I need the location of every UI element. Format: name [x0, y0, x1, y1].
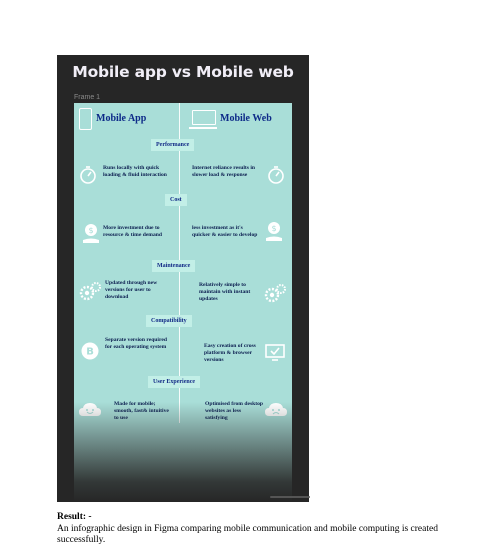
performance-web-text: Internet reliance results in slower load…: [192, 165, 256, 178]
section-tag-user-experience: User Experience: [148, 376, 201, 388]
gears-icon: [79, 282, 101, 301]
compatibility-web-text: Easy creation of cross platform & browse…: [204, 343, 256, 363]
frame-label[interactable]: Frame 1: [74, 94, 101, 101]
money-hand-icon: $: [83, 224, 99, 243]
maintenance-web-text: Relatively simple to maintain with insta…: [199, 282, 251, 302]
result-caption: An infographic design in Figma comparing…: [57, 524, 438, 545]
svg-text:$: $: [271, 224, 276, 233]
section-tag-performance: Performance: [151, 139, 195, 151]
figma-screenshot: Mobile app vs Mobile web Frame 1 Mobile …: [57, 55, 310, 502]
mobile-web-heading: Mobile Web: [220, 113, 272, 124]
svg-text:B: B: [86, 347, 94, 358]
bottom-fade: [74, 402, 292, 502]
performance-app-text: Runs locally with quick loading & fluid …: [103, 165, 167, 178]
monitor-check-icon: [265, 344, 285, 361]
gears-icon: [264, 284, 286, 303]
infographic-title: Mobile app vs Mobile web: [72, 63, 294, 81]
result-label: Result: -: [57, 512, 92, 522]
timer-icon: [268, 166, 284, 184]
horizontal-scrollbar[interactable]: [270, 496, 310, 498]
frame-canvas[interactable]: Mobile App Mobile Web Performance Runs l…: [74, 103, 292, 502]
b-circle-icon: B: [81, 342, 99, 360]
cost-app-text: More investment due to resource & time d…: [103, 225, 162, 238]
timer-icon: [80, 166, 96, 184]
section-tag-compatibility: Compatibility: [146, 315, 192, 327]
section-tag-cost: Cost: [165, 194, 187, 206]
money-hand-icon: $: [266, 222, 282, 241]
laptop-icon: [189, 110, 217, 129]
phone-icon: [79, 108, 92, 130]
section-tag-maintenance: Maintenance: [152, 260, 196, 272]
cost-web-text: less investment as it's quicker & easier…: [192, 225, 258, 238]
compatibility-app-text: Separate version required for each opera…: [105, 337, 167, 350]
svg-text:$: $: [88, 226, 93, 235]
maintenance-app-text: Updated through new versions for user to…: [105, 280, 158, 300]
mobile-app-heading: Mobile App: [96, 113, 147, 124]
